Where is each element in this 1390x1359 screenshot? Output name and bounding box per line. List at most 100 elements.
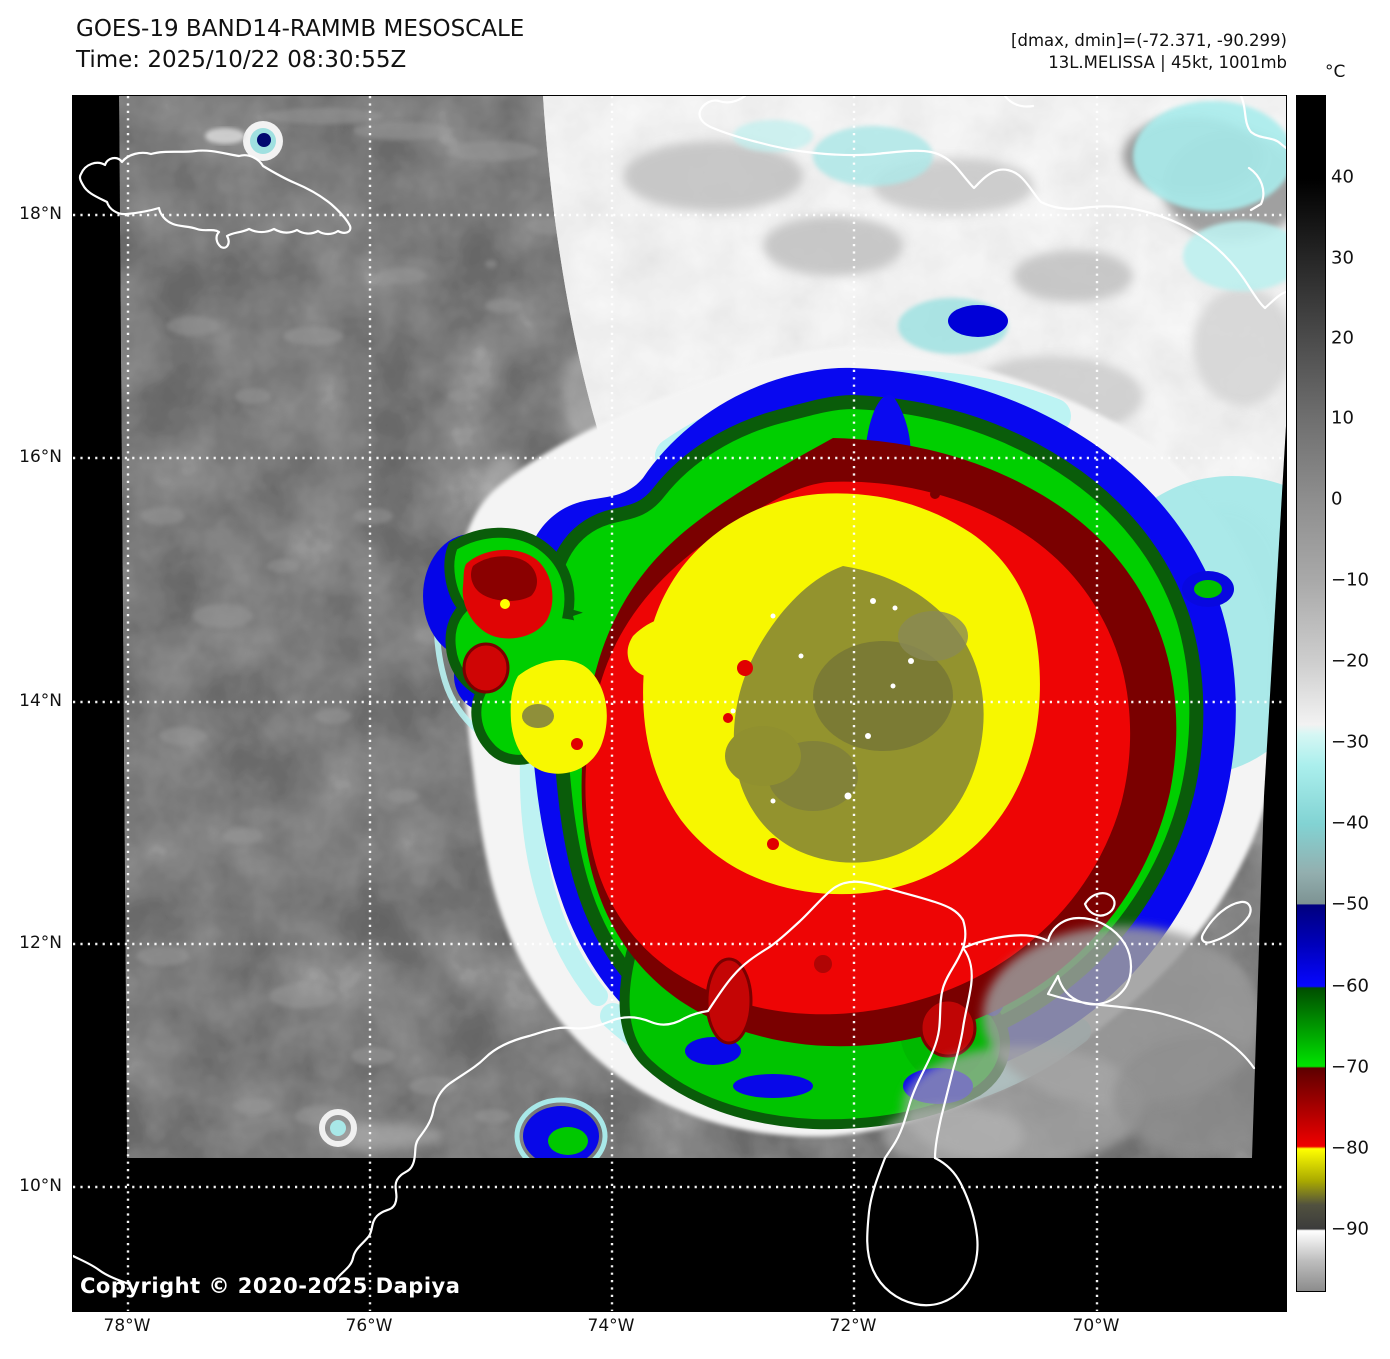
info-block: [dmax, dmin]=(-72.371, -90.299) 13L.MELI… [1011,30,1287,74]
coastline-gulf-venezuela-east [933,946,973,1160]
olive-gray-patch [898,611,968,661]
sw-lobe-red-dot [571,738,583,750]
colorbar-tick-text: −20 [1331,650,1369,672]
west-red-knob [462,642,510,694]
coastline-hispaniola-north [1003,96,1286,212]
se-coastal-clouds [883,926,1286,1158]
colorbar-tick-label: −50 [1331,894,1369,915]
colorbar-tick-text: −10 [1331,569,1369,591]
colorbar-tick-label: 10 [1331,408,1354,429]
colorbar-tick-text: −90 [1331,1218,1369,1240]
colorbar-tick-text: −70 [1331,1056,1369,1078]
lon-label: 70°W [1073,1316,1120,1336]
red-dot-in-core [737,660,753,676]
gridlines [73,96,1286,1311]
colorbar-tick-text: 20 [1331,327,1354,349]
yellow-west-finger [627,618,691,678]
maroon-speck [930,489,940,499]
lon-label-text: 78°W [103,1316,151,1336]
olive-second-blob [725,726,801,786]
coastline-jamaica [78,149,352,249]
copyright: Copyright © 2020-2025 Dapiya [80,1274,461,1298]
colorbar-tick-text: 0 [1331,488,1343,510]
colorbar-tick-label: −30 [1331,732,1369,753]
colorbar-tick-label: −10 [1331,570,1369,591]
lon-label-text: 76°W [345,1316,393,1336]
coastline-hispaniola [698,96,1286,310]
lat-label: 10°N [19,1176,62,1196]
colorbar-tick-label: 0 [1331,489,1342,510]
satellite-map: Copyright © 2020-2025 Dapiya [72,95,1287,1312]
coastline-venezuela-east [961,916,1256,1070]
red-dot-in-core-2 [723,713,733,723]
colorbar-tick-label: −80 [1331,1138,1369,1159]
coastline-colombia [333,1034,531,1283]
coastline-island-curacao [1083,892,1116,917]
cell-bottom-blue [514,1097,608,1158]
colorbar-ticks: 40 30 20 10 0 −10 −20 −30 −40 −50 −60 −7… [1331,0,1390,1359]
coastline-colombia-west [73,1254,131,1286]
cell-bottom-ring [319,1109,357,1147]
colorbar-tick-text: −60 [1331,975,1369,997]
white-specks [730,598,914,804]
page-title: GOES-19 BAND14-RAMMB MESOSCALE [76,16,525,42]
red-dot-in-core-3 [767,838,779,850]
shield-blue-spot [948,305,1008,337]
colorbar-tick-label: 40 [1331,167,1354,188]
lat-label-text: 12°N [19,933,62,953]
lat-label: 12°N [19,933,62,953]
ocean-clouds [137,108,715,1126]
lat-label-text: 16°N [19,447,62,467]
timestamp: Time: 2025/10/22 08:30:55Z [76,47,407,73]
west-yellow-dot [500,599,510,609]
coastal-red-3 [814,955,832,973]
satellite-image [73,96,1286,1311]
imagery-layer [119,96,1286,1158]
maroon-speck [887,470,899,482]
colorbar [1296,95,1326,1292]
east-green-cell [1194,580,1222,598]
colorbar-tick-label: −70 [1331,1057,1369,1078]
lat-label: 16°N [19,447,62,467]
colorbar-tick-label: 30 [1331,248,1354,269]
colorbar-tick-label: 20 [1331,328,1354,349]
no-data-mask [73,96,1286,1311]
colorbar-tick-text: −80 [1331,1137,1369,1159]
longitude-axis: 78°W 76°W 74°W 72°W 70°W [0,1316,1390,1346]
coastal-red-1 [705,957,753,1045]
lon-label: 74°W [588,1316,635,1336]
colorbar-tick-text: 40 [1331,166,1354,188]
coastline-island-bonaire [1200,900,1252,944]
lat-label-text: 14°N [19,691,62,711]
lat-label-text: 18°N [19,204,62,224]
lon-label: 76°W [346,1316,393,1336]
lat-label-text: 10°N [19,1176,62,1196]
coastlines [73,96,1286,1307]
range-info: [dmax, dmin]=(-72.371, -90.299) [1011,31,1287,50]
lat-label: 18°N [19,204,62,224]
coastal-red-2 [919,998,977,1058]
cell-nw-of-jamaica [205,121,283,161]
lon-label-text: 72°W [829,1316,877,1336]
coastline-venezuela-guajira [527,880,967,1160]
colorbar-tick-text: −40 [1331,812,1369,834]
west-red-dark [471,556,537,601]
colorbar-tick-label: −60 [1331,976,1369,997]
lon-label-text: 70°W [1072,1316,1120,1336]
colorbar-tick-label: −20 [1331,651,1369,672]
sw-lobe-olive [522,704,554,728]
lon-label: 78°W [104,1316,151,1336]
olive-dark-patch [813,641,953,751]
colorbar-tick-text: 10 [1331,407,1354,429]
colorbar-unit-label: °C [1325,62,1346,82]
header: GOES-19 BAND14-RAMMB MESOSCALE Time: 202… [76,14,524,76]
colorbar-tick-label: −90 [1331,1219,1369,1240]
latitude-axis: 18°N 16°N 14°N 12°N 10°N [0,0,67,1359]
colorbar-tick-text: 30 [1331,247,1354,269]
lat-label: 14°N [19,691,62,711]
lon-label: 72°W [830,1316,877,1336]
colorbar-tick-text: −50 [1331,893,1369,915]
colorbar-tick-text: −30 [1331,731,1369,753]
lon-label-text: 74°W [587,1316,635,1336]
